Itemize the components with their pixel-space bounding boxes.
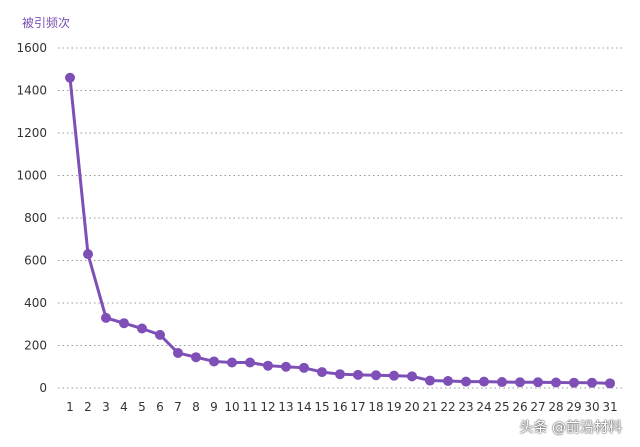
y-tick-label: 600	[24, 254, 47, 268]
x-tick-label: 2	[84, 400, 92, 414]
data-point	[425, 375, 435, 386]
data-point	[533, 377, 543, 388]
x-tick-label: 15	[314, 400, 329, 414]
y-tick-label: 400	[24, 296, 47, 310]
x-tick-label: 26	[512, 400, 527, 414]
data-point	[119, 318, 129, 329]
x-tick-label: 13	[278, 400, 293, 414]
data-point	[479, 376, 489, 387]
data-point	[155, 329, 165, 340]
data-point	[209, 356, 219, 367]
data-point	[281, 361, 291, 372]
x-tick-label: 9	[210, 400, 218, 414]
x-tick-label: 16	[332, 400, 347, 414]
x-tick-label: 21	[422, 400, 437, 414]
y-tick-label: 200	[24, 339, 47, 353]
data-point	[443, 375, 453, 386]
x-tick-label: 11	[242, 400, 257, 414]
watermark-text: 头条 @前沿材料	[519, 420, 622, 436]
data-point	[65, 72, 75, 83]
x-tick-label: 5	[138, 400, 146, 414]
data-point	[317, 367, 327, 378]
y-tick-label: 1400	[16, 84, 47, 98]
x-tick-label: 14	[296, 400, 311, 414]
x-tick-label: 30	[584, 400, 599, 414]
data-point	[551, 377, 561, 388]
data-point	[605, 378, 615, 389]
x-tick-label: 4	[120, 400, 128, 414]
x-tick-label: 18	[368, 400, 383, 414]
x-tick-label: 3	[102, 400, 110, 414]
x-tick-label: 31	[602, 400, 617, 414]
data-point	[83, 249, 93, 260]
y-axis-title: 被引频次	[22, 16, 71, 30]
x-tick-label: 24	[476, 400, 491, 414]
x-tick-label: 28	[548, 400, 563, 414]
x-tick-label: 23	[458, 400, 473, 414]
data-point	[407, 371, 417, 382]
x-tick-label: 17	[350, 400, 365, 414]
x-tick-label: 12	[260, 400, 275, 414]
data-point	[245, 357, 255, 368]
data-point	[461, 376, 471, 387]
data-point	[515, 377, 525, 388]
x-tick-label: 27	[530, 400, 545, 414]
y-tick-label: 1000	[16, 169, 47, 183]
data-point	[371, 370, 381, 381]
x-tick-label: 20	[404, 400, 419, 414]
data-point	[569, 377, 579, 388]
x-tick-label: 6	[156, 400, 164, 414]
x-tick-label: 1	[66, 400, 74, 414]
x-tick-label: 22	[440, 400, 455, 414]
data-point	[263, 360, 273, 371]
x-tick-label: 29	[566, 400, 581, 414]
data-point	[389, 370, 399, 381]
x-tick-label: 10	[224, 400, 239, 414]
y-tick-label: 1200	[16, 126, 47, 140]
data-point	[101, 312, 111, 323]
data-point	[353, 369, 363, 380]
x-tick-label: 19	[386, 400, 401, 414]
data-point	[587, 377, 597, 388]
data-point	[191, 352, 201, 363]
y-tick-label: 1600	[16, 41, 47, 55]
data-point	[497, 377, 507, 388]
x-tick-label: 8	[192, 400, 200, 414]
data-point	[299, 362, 309, 373]
y-tick-label: 800	[24, 211, 47, 225]
x-tick-label: 7	[174, 400, 182, 414]
data-point	[173, 347, 183, 358]
data-point	[137, 323, 147, 334]
data-point	[335, 369, 345, 380]
data-point	[227, 357, 237, 368]
y-tick-label: 0	[39, 381, 47, 395]
series-line	[68, 77, 611, 385]
x-tick-label: 25	[494, 400, 509, 414]
